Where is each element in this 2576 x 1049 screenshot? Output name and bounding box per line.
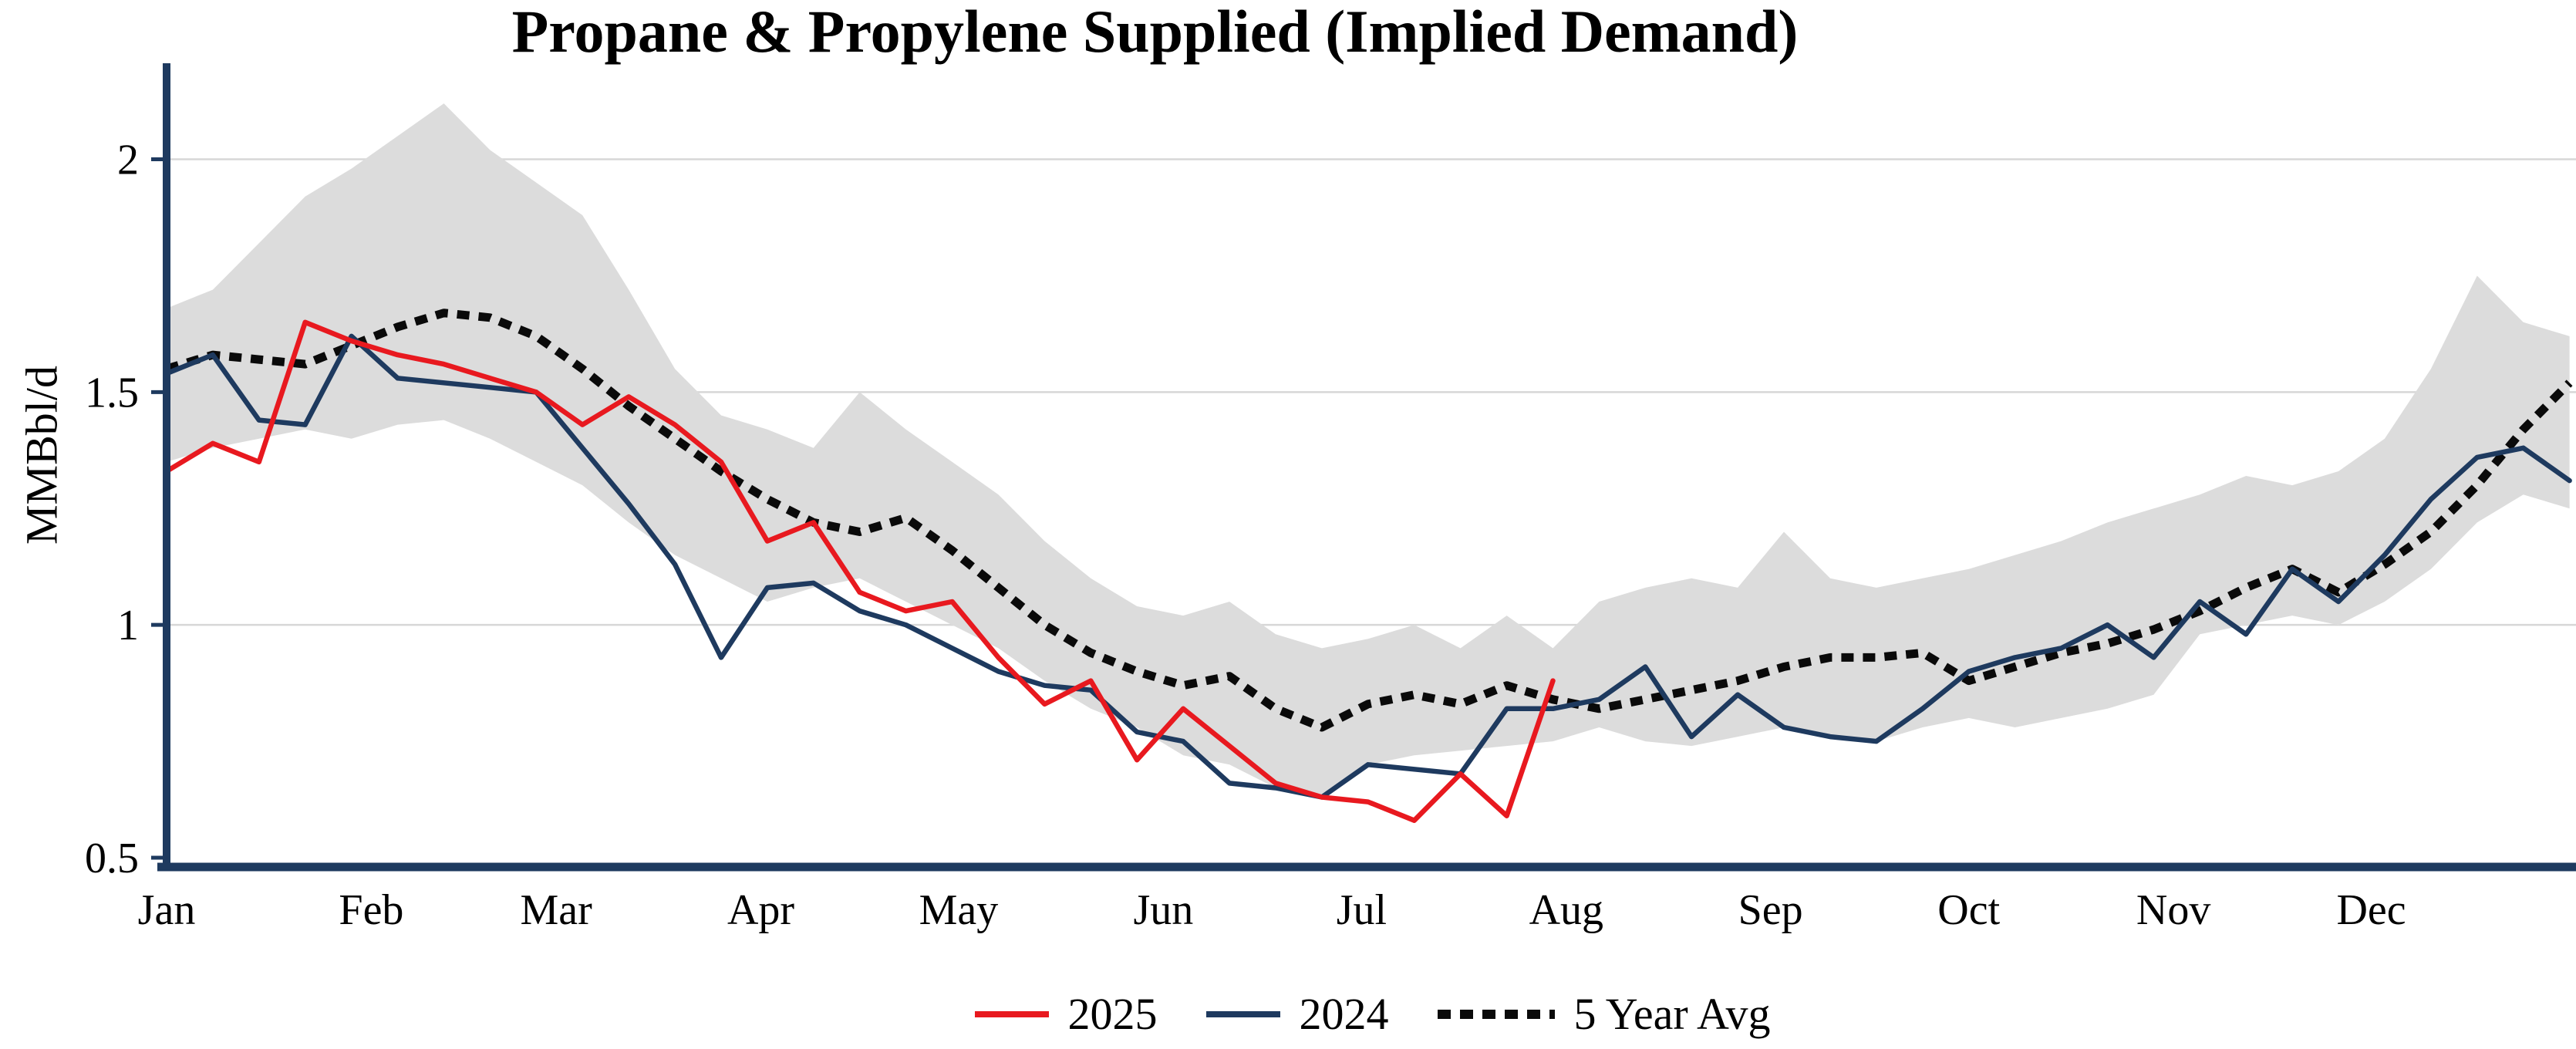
svg-text:Oct: Oct [1937,886,2000,934]
chart-title: Propane & Propylene Supplied (Implied De… [511,0,1799,65]
svg-text:Jan: Jan [138,886,196,934]
y-tick-labels: 0.5 1 1.5 2 [85,137,167,882]
svg-text:1.5: 1.5 [85,369,139,417]
svg-text:1: 1 [117,602,139,649]
legend-item-2025: 2025 [975,988,1157,1040]
legend-dotted-line-icon [1438,1009,1556,1019]
x-month-labels: Jan Feb Mar Apr May Jun Jul Aug Sep Oct Nov Dec [138,886,2406,934]
svg-text:Feb: Feb [339,886,403,934]
svg-text:Dec: Dec [2336,886,2406,934]
legend-label-5yr-avg: 5 Year Avg [1573,989,1771,1039]
svg-text:May: May [919,886,999,934]
svg-text:0.5: 0.5 [85,835,139,882]
legend-line-2025-icon [975,1010,1050,1017]
svg-text:Mar: Mar [520,886,592,934]
svg-text:Aug: Aug [1529,886,1603,934]
svg-text:2: 2 [117,137,139,184]
legend-line-2024-icon [1206,1010,1281,1017]
svg-text:Sep: Sep [1738,886,1803,934]
chart-legend: 2025 2024 5 Year Avg [0,988,2576,1040]
svg-text:Jul: Jul [1337,886,1387,934]
svg-text:Nov: Nov [2136,886,2210,934]
legend-label-2025: 2025 [1067,989,1158,1039]
series-line-2024 [164,333,2572,800]
legend-item-5yr-avg: 5 Year Avg [1438,988,1771,1040]
legend-label-2024: 2024 [1299,989,1389,1039]
svg-text:Apr: Apr [727,886,794,934]
svg-text:Jun: Jun [1133,886,1193,934]
series-line-5-year-avg [165,309,2573,732]
series-line-2025 [164,319,1556,823]
y-axis-label: MMBbl/d [16,365,67,545]
five-year-range-band [167,103,2570,798]
legend-item-2024: 2024 [1206,988,1388,1040]
